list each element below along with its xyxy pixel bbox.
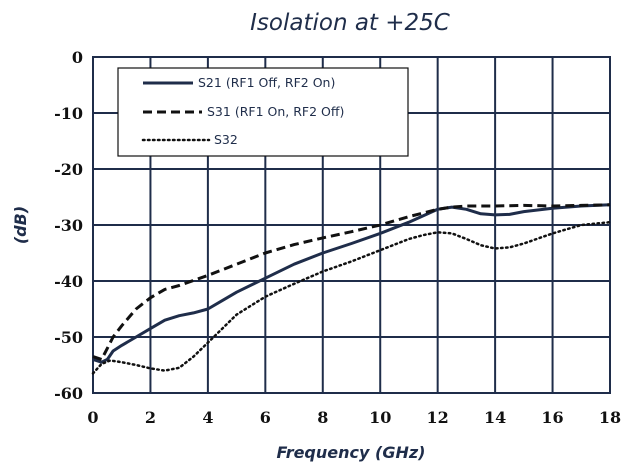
chart-title: Isolation at +25C [250,10,450,36]
x-tick-label: 0 [87,408,98,427]
y-tick-label: -20 [54,160,83,179]
y-tick-label: -30 [54,216,83,235]
x-axis-label: Frequency (GHz) [277,443,426,462]
x-tick-label: 14 [484,408,506,427]
tick-labels: 0 2 4 6 8 10 12 14 16 18 0 -10 -20 -30 -40 -50 -60 [54,48,621,427]
series-line-s21 [92,203,611,364]
x-tick-label: 6 [260,408,271,427]
x-tick-label: 18 [599,408,621,427]
legend-label-s31: S31 (RF1 On, RF2 Off) [207,104,344,119]
series-layer [91,203,612,375]
y-axis-label: (dB) [11,206,30,244]
legend: S21 (RF1 Off, RF2 On) S31 (RF1 On, RF2 O… [117,67,409,157]
x-tick-label: 12 [427,408,449,427]
y-tick-label: -10 [54,104,83,123]
legend-label-s21: S21 (RF1 Off, RF2 On) [198,75,335,90]
y-tick-label: -40 [54,272,83,291]
y-tick-label: 0 [72,48,83,67]
x-tick-label: 2 [145,408,156,427]
y-tick-label: -50 [54,328,83,347]
x-tick-label: 4 [202,408,213,427]
x-tick-label: 10 [369,408,391,427]
series-line-s32 [91,220,612,375]
x-tick-label: 16 [541,408,563,427]
series-line-s31 [92,203,611,361]
x-tick-label: 8 [317,408,328,427]
y-tick-label: -60 [54,384,83,403]
legend-label-s32: S32 [214,132,238,147]
